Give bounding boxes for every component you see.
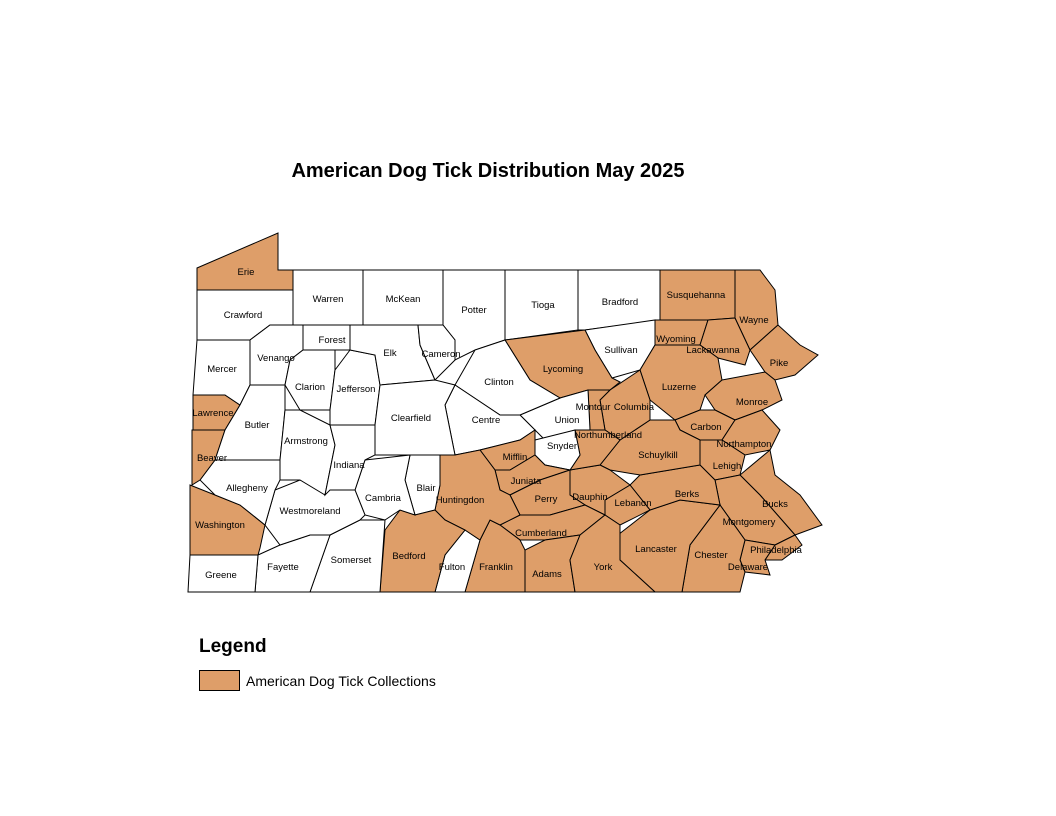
county-label-clearfield: Clearfield <box>391 413 431 424</box>
county-label-beaver: Beaver <box>197 453 227 464</box>
county-label-snyder: Snyder <box>547 441 577 452</box>
county-label-lancaster: Lancaster <box>635 544 677 555</box>
county-label-schuylkill: Schuylkill <box>638 450 678 461</box>
county-label-montgomery: Montgomery <box>723 517 776 528</box>
legend-title: Legend <box>199 636 267 657</box>
county-label-susquehanna: Susquehanna <box>667 290 726 301</box>
county-label-lawrence: Lawrence <box>192 408 233 419</box>
county-label-juniata: Juniata <box>511 476 542 487</box>
county-label-perry: Perry <box>535 494 558 505</box>
county-label-indiana: Indiana <box>333 460 365 471</box>
county-label-wayne: Wayne <box>739 315 768 326</box>
county-label-clinton: Clinton <box>484 377 514 388</box>
county-label-mifflin: Mifflin <box>503 452 528 463</box>
county-label-armstrong: Armstrong <box>284 436 328 447</box>
county-label-pike: Pike <box>770 358 788 369</box>
county-label-blair: Blair <box>416 483 435 494</box>
county-armstrong <box>279 409 336 496</box>
county-label-mckean: McKean <box>386 294 421 305</box>
county-label-venango: Venango <box>257 353 295 364</box>
county-label-cambria: Cambria <box>365 493 402 504</box>
county-label-northampton: Northampton <box>717 439 772 450</box>
county-label-butler: Butler <box>245 420 270 431</box>
county-label-luzerne: Luzerne <box>662 382 696 393</box>
county-label-westmoreland: Westmoreland <box>279 506 340 517</box>
county-label-berks: Berks <box>675 489 700 500</box>
county-label-chester: Chester <box>694 550 727 561</box>
county-label-adams: Adams <box>532 569 562 580</box>
county-forest <box>302 324 351 351</box>
county-clearfield <box>374 379 456 456</box>
county-bedford <box>379 509 466 593</box>
county-label-erie: Erie <box>238 267 255 278</box>
county-label-crawford: Crawford <box>224 310 263 321</box>
county-label-mercer: Mercer <box>207 364 237 375</box>
county-label-fulton: Fulton <box>439 562 465 573</box>
county-label-cumberland: Cumberland <box>515 528 567 539</box>
county-label-delaware: Delaware <box>728 562 768 573</box>
county-label-lehigh: Lehigh <box>713 461 742 472</box>
county-label-forest: Forest <box>319 335 346 346</box>
county-label-warren: Warren <box>313 294 344 305</box>
county-union <box>519 389 591 441</box>
county-label-allegheny: Allegheny <box>226 483 268 494</box>
county-label-monroe: Monroe <box>736 397 768 408</box>
county-label-wyoming: Wyoming <box>656 334 696 345</box>
county-label-northumberland: Northumberland <box>574 430 642 441</box>
county-erie <box>196 232 294 291</box>
county-label-clarion: Clarion <box>295 382 325 393</box>
county-label-montour: Montour <box>576 402 611 413</box>
legend-label: American Dog Tick Collections <box>246 673 436 689</box>
county-label-greene: Greene <box>205 570 237 581</box>
county-york <box>569 514 657 593</box>
county-label-york: York <box>594 562 613 573</box>
county-label-bedford: Bedford <box>392 551 425 562</box>
county-label-philadelphia: Philadelphia <box>750 545 802 556</box>
county-label-lackawanna: Lackawanna <box>686 345 740 356</box>
county-label-huntingdon: Huntingdon <box>436 495 485 506</box>
county-label-centre: Centre <box>472 415 501 426</box>
county-label-potter: Potter <box>461 305 486 316</box>
county-cameron <box>417 324 456 381</box>
county-label-washington: Washington <box>195 520 245 531</box>
county-label-bradford: Bradford <box>602 297 638 308</box>
county-label-carbon: Carbon <box>690 422 721 433</box>
county-label-lycoming: Lycoming <box>543 364 583 375</box>
county-label-columbia: Columbia <box>614 402 655 413</box>
county-label-lebanon: Lebanon <box>615 498 652 509</box>
county-westmoreland <box>264 479 366 546</box>
county-label-bucks: Bucks <box>762 499 788 510</box>
county-label-elk: Elk <box>383 348 396 359</box>
map-title: American Dog Tick Distribution May 2025 <box>291 160 685 182</box>
county-label-fayette: Fayette <box>267 562 299 573</box>
legend-swatch <box>199 670 240 691</box>
county-label-sullivan: Sullivan <box>604 345 637 356</box>
county-label-union: Union <box>555 415 580 426</box>
county-label-tioga: Tioga <box>531 300 555 311</box>
county-label-dauphin: Dauphin <box>572 492 607 503</box>
county-label-franklin: Franklin <box>479 562 513 573</box>
county-label-cameron: Cameron <box>421 349 460 360</box>
county-label-jefferson: Jefferson <box>337 384 376 395</box>
county-label-somerset: Somerset <box>331 555 372 566</box>
